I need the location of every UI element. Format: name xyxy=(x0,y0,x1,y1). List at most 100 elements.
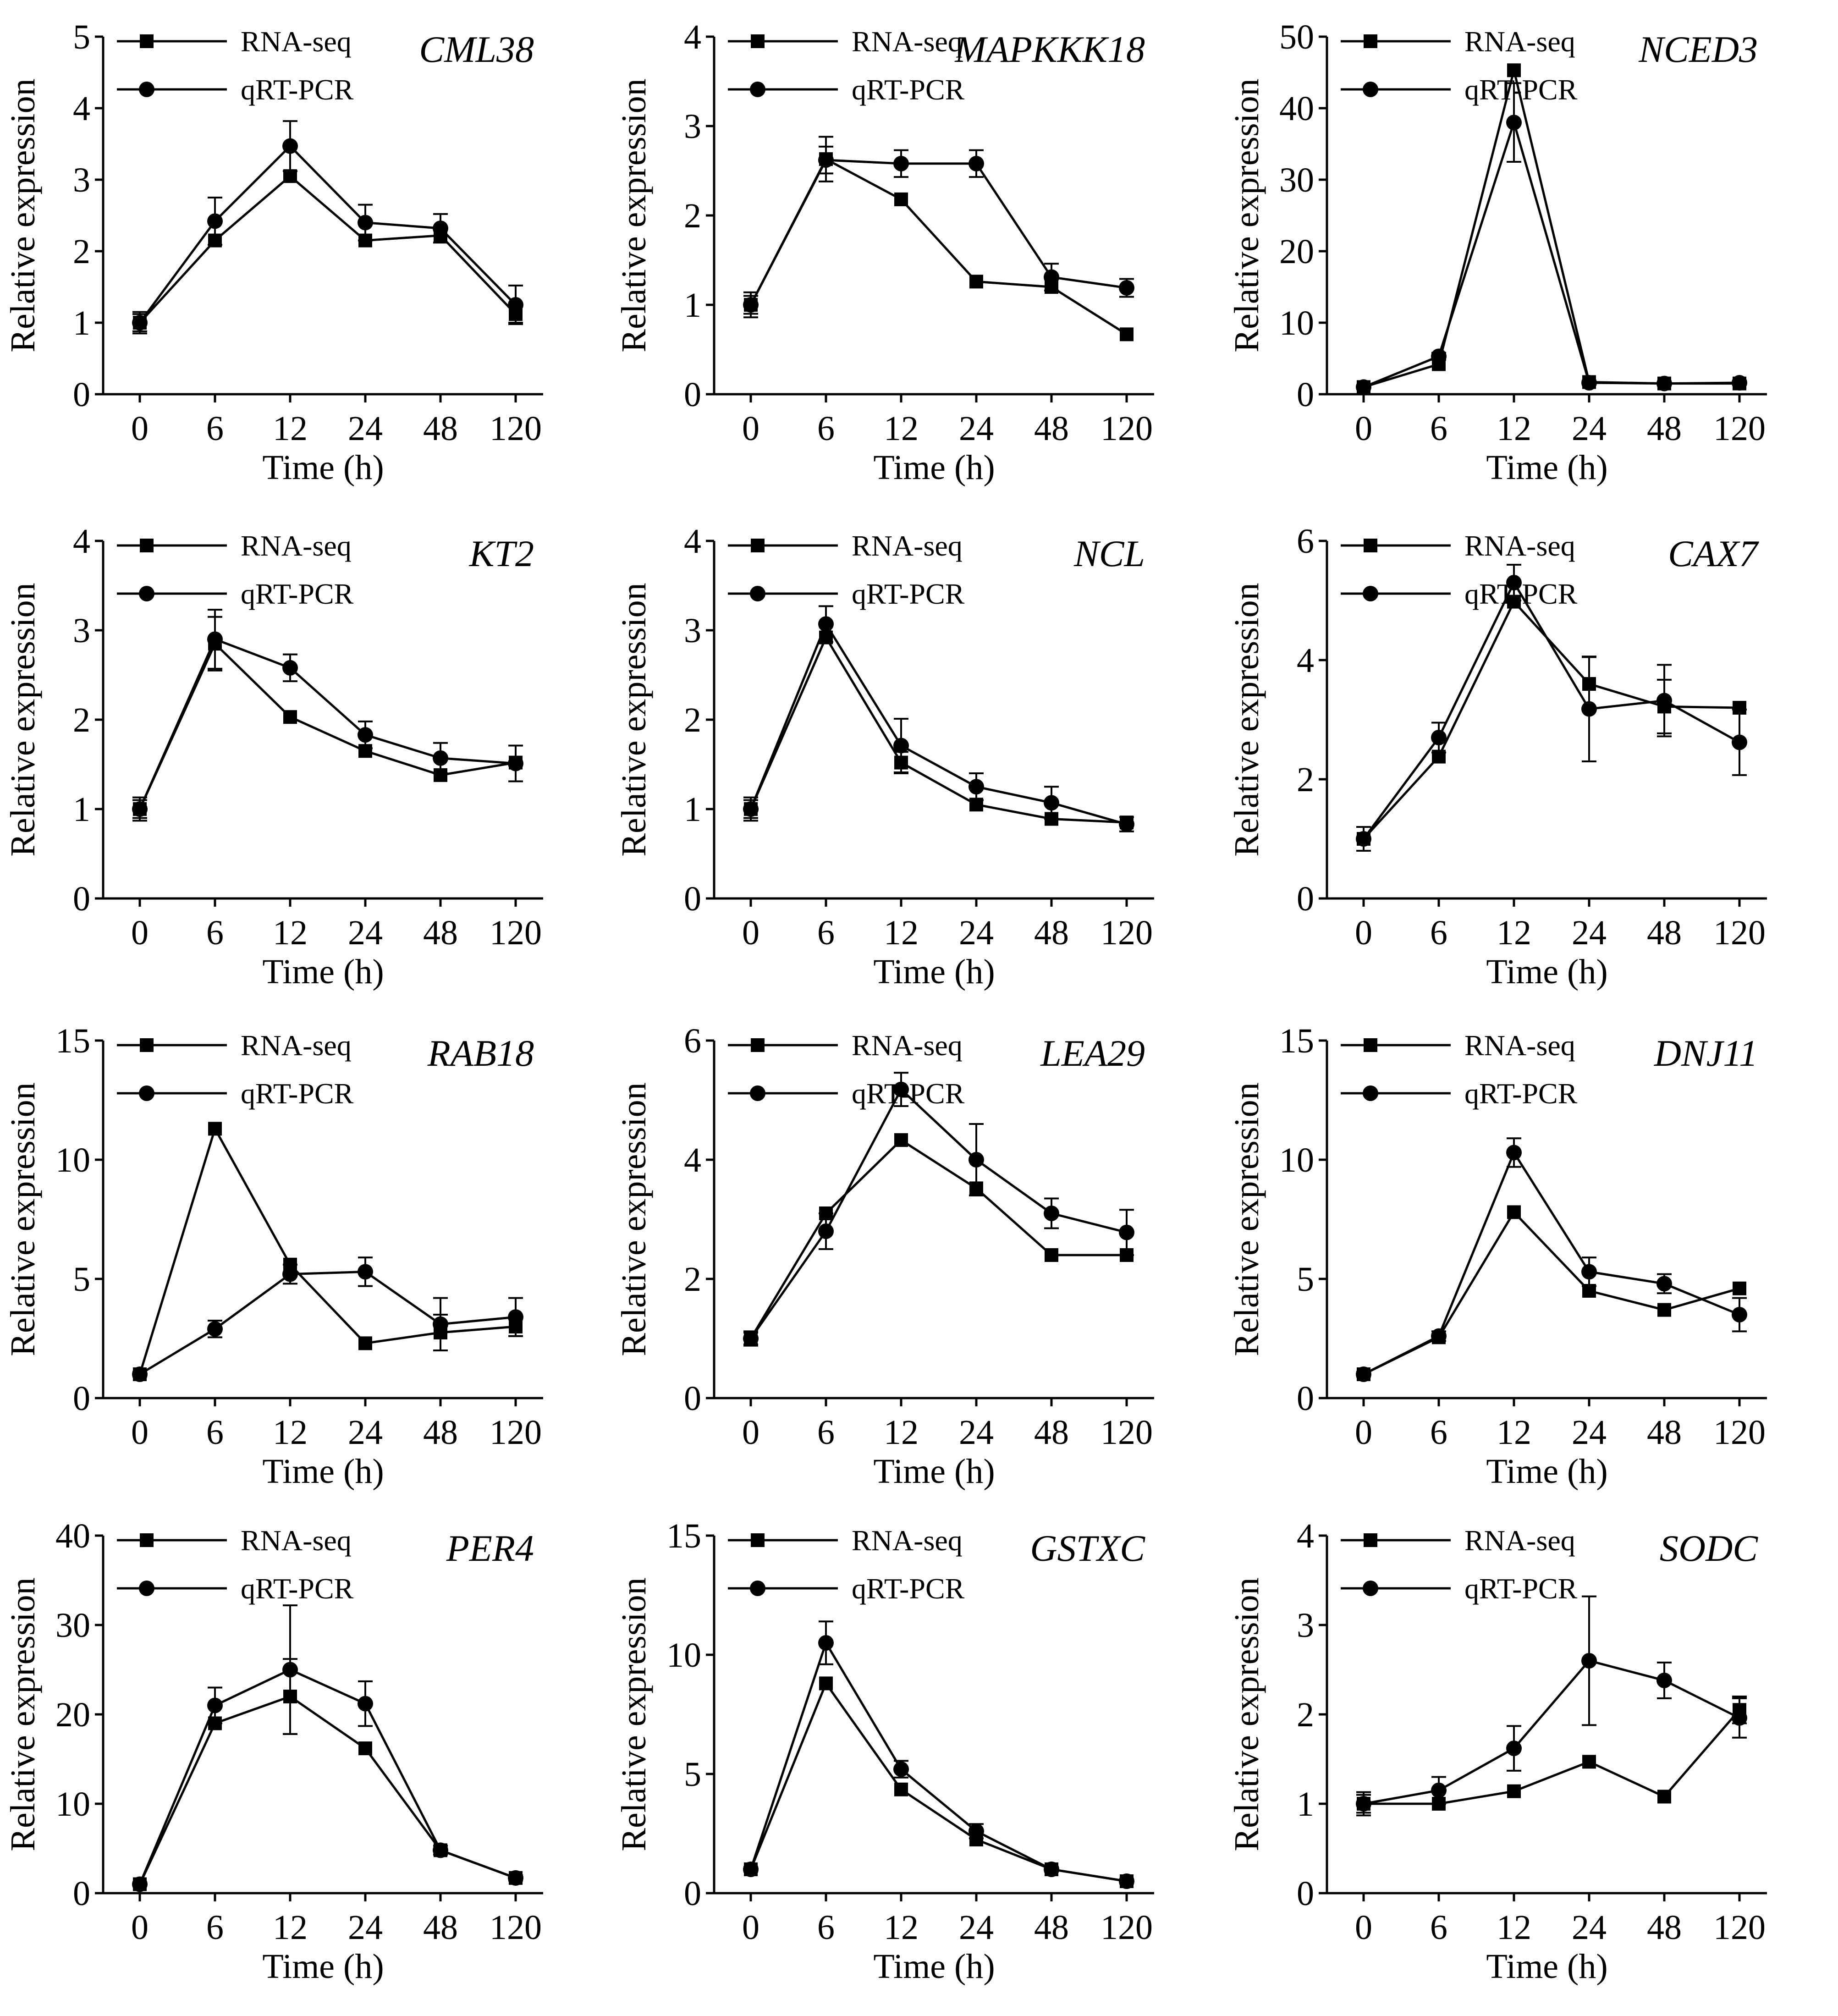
data-point xyxy=(508,297,523,313)
data-point xyxy=(1581,1653,1597,1669)
series-qrt-pcr xyxy=(1356,82,1747,395)
legend-marker xyxy=(750,586,765,601)
x-tick-label: 6 xyxy=(817,1413,835,1452)
x-tick-label: 0 xyxy=(742,914,759,952)
legend-label: qRT-PCR xyxy=(1464,578,1578,610)
x-axis-title: Time (h) xyxy=(1486,1947,1607,1986)
x-axis-title: Time (h) xyxy=(262,1452,384,1491)
series-line xyxy=(749,1681,1127,1883)
legend-label: qRT-PCR xyxy=(241,1077,354,1110)
y-tick-label: 0 xyxy=(73,375,90,414)
data-point xyxy=(1581,701,1597,717)
legend-marker xyxy=(140,539,154,552)
y-axis-title: Relative expression xyxy=(1227,583,1266,856)
data-point xyxy=(1507,1784,1521,1798)
legend-label: qRT-PCR xyxy=(852,1572,965,1605)
data-point xyxy=(1119,1224,1134,1240)
x-tick-label: 48 xyxy=(423,409,458,448)
series-qrt-pcr xyxy=(1356,1137,1747,1382)
y-axis-title: Relative expression xyxy=(615,1082,653,1356)
x-tick-label: 120 xyxy=(490,914,542,952)
data-point xyxy=(207,631,223,647)
data-point xyxy=(743,297,759,313)
y-tick-label: 1 xyxy=(684,790,701,829)
x-tick-label: 48 xyxy=(1034,409,1069,448)
y-tick-label: 0 xyxy=(73,880,90,918)
x-axis-title: Time (h) xyxy=(1486,448,1607,487)
data-point xyxy=(358,727,373,743)
chart-title: SODC xyxy=(1660,1527,1758,1569)
series-qrt-pcr xyxy=(132,1604,523,1892)
series-line xyxy=(1362,580,1740,840)
legend-label: qRT-PCR xyxy=(1464,1077,1578,1110)
series-rna-seq xyxy=(132,616,523,822)
x-tick-label: 120 xyxy=(1713,914,1766,952)
x-tick-label: 120 xyxy=(490,1413,542,1452)
y-tick-label: 6 xyxy=(1297,522,1314,561)
x-tick-label: 120 xyxy=(1713,1413,1766,1452)
legend-marker xyxy=(750,1085,765,1101)
y-tick-label: 10 xyxy=(55,1785,90,1823)
y-tick-label: 5 xyxy=(73,1260,90,1299)
data-point xyxy=(969,155,984,171)
series-rna-seq xyxy=(1357,63,1746,394)
x-tick-label: 6 xyxy=(1430,914,1447,952)
data-point xyxy=(1657,1790,1671,1804)
y-tick-label: 4 xyxy=(1297,641,1314,680)
y-tick-label: 0 xyxy=(1297,880,1314,918)
y-tick-label: 4 xyxy=(684,1141,701,1179)
y-tick-label: 4 xyxy=(73,89,90,128)
legend-item-qrt-pcr: qRT-PCR xyxy=(117,73,354,106)
y-tick-label: 4 xyxy=(684,18,701,56)
data-point xyxy=(358,1336,372,1350)
legend-label: qRT-PCR xyxy=(1464,73,1578,106)
data-point xyxy=(1732,375,1747,391)
series-rna-seq xyxy=(1356,1696,1747,1817)
legend-label: RNA-seq xyxy=(852,529,963,562)
x-tick-label: 0 xyxy=(1355,1413,1372,1452)
legend-marker xyxy=(139,1085,154,1101)
y-axis-title: Relative expression xyxy=(4,78,42,352)
legend-item-rna-seq: RNA-seq xyxy=(117,25,352,58)
y-tick-label: 10 xyxy=(666,1636,701,1674)
y-tick-label: 0 xyxy=(73,1379,90,1418)
y-tick-label: 0 xyxy=(684,880,701,918)
x-tick-label: 48 xyxy=(423,914,458,952)
y-tick-label: 0 xyxy=(1297,375,1314,414)
x-tick-label: 120 xyxy=(1101,1908,1153,1947)
x-tick-label: 48 xyxy=(423,1908,458,1947)
y-tick-label: 2 xyxy=(1297,1696,1314,1734)
chart-panel-nced3: 0 10 20 30 40 50 0 6 12 24 48 120 Time (h) Relative e… xyxy=(1227,18,1767,487)
y-axis-title: Relative expression xyxy=(1227,1577,1266,1851)
chart-panel-gstxc: 0 5 10 15 0 6 12 24 48 120 Time (h) Relative expres… xyxy=(615,1517,1154,1986)
data-point xyxy=(818,1223,834,1239)
x-tick-label: 120 xyxy=(490,409,542,448)
data-point xyxy=(1656,1672,1672,1688)
y-tick-label: 1 xyxy=(73,790,90,829)
y-axis-title: Relative expression xyxy=(4,583,42,856)
legend-marker xyxy=(139,1581,154,1596)
chart-title: DNJ11 xyxy=(1654,1032,1758,1074)
x-tick-label: 12 xyxy=(884,914,919,952)
series-line xyxy=(139,174,517,324)
series-rna-seq xyxy=(743,630,1134,830)
data-point xyxy=(1506,1741,1522,1757)
data-point xyxy=(132,801,148,817)
data-point xyxy=(358,1741,372,1756)
data-point xyxy=(283,710,297,724)
x-tick-label: 12 xyxy=(884,409,919,448)
x-axis-title: Time (h) xyxy=(873,1452,995,1491)
data-point xyxy=(132,1876,148,1892)
legend-marker xyxy=(1363,1085,1378,1101)
data-point xyxy=(1657,1303,1671,1317)
data-point xyxy=(893,1761,909,1777)
legend-item-rna-seq: RNA-seq xyxy=(117,529,352,562)
x-tick-label: 0 xyxy=(131,914,149,952)
legend-marker xyxy=(751,1533,765,1547)
x-tick-label: 12 xyxy=(273,1908,308,1947)
data-point xyxy=(893,738,909,754)
data-point xyxy=(1431,348,1447,364)
x-tick-label: 0 xyxy=(131,1413,149,1452)
